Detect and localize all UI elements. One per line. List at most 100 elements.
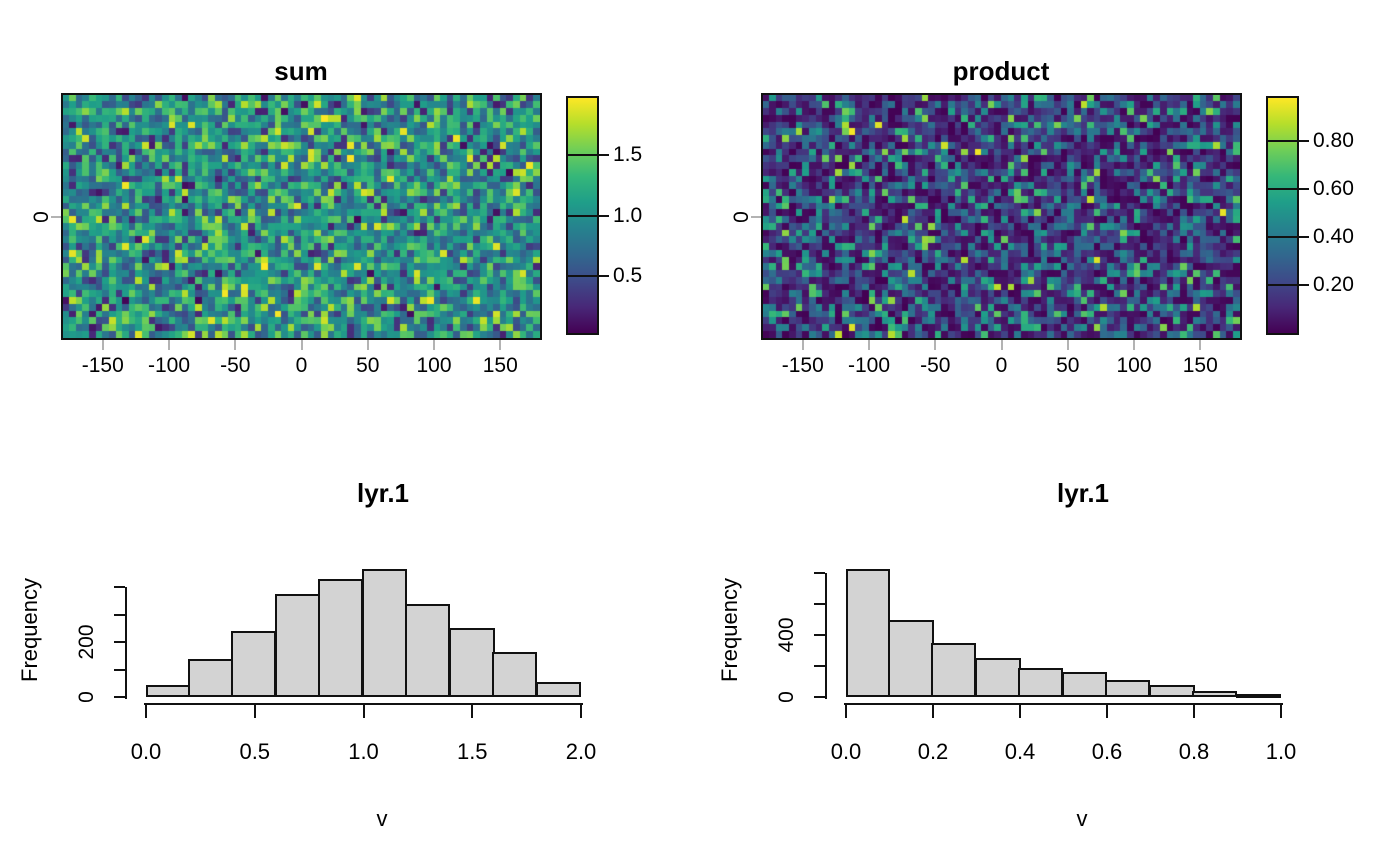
- x-axis-tick: [362, 703, 365, 718]
- y-axis-tick: [751, 215, 761, 218]
- x-tick-label: -50: [220, 354, 251, 377]
- y-axis-tick: [814, 572, 825, 574]
- x-tick-label: 0.8: [1178, 739, 1210, 764]
- colorbar-tick-mark: [597, 275, 609, 278]
- colorbar-tick-mark: [1297, 188, 1309, 191]
- raster-image-product: [761, 93, 1242, 340]
- y-axis-tick: [814, 603, 825, 605]
- y-axis-line: [825, 573, 827, 699]
- x-axis-tick: [253, 703, 256, 718]
- hist-bar: [492, 651, 537, 697]
- x-tick-label: 0: [295, 354, 308, 377]
- x-tick-label: 0: [995, 354, 1008, 377]
- hist-bar: [449, 628, 495, 697]
- y-axis-tick: [114, 696, 125, 698]
- colorbar-tick-line: [1268, 236, 1297, 239]
- x-tick-label: 50: [356, 354, 380, 377]
- x-axis-tick: [932, 703, 934, 718]
- x-axis-tick: [1280, 703, 1282, 718]
- y-tick-label: 0: [75, 691, 98, 703]
- x-axis-tick: [1000, 340, 1003, 350]
- hist-bar: [1149, 685, 1195, 697]
- hist-bar: [846, 569, 890, 697]
- x-axis-tick: [1133, 340, 1135, 350]
- y-axis-title-frequency: Frequency: [17, 578, 42, 682]
- y-tick-label: 0: [30, 210, 53, 223]
- colorbar-tick-line: [568, 275, 597, 278]
- x-axis-tick: [845, 703, 847, 718]
- x-axis-tick: [145, 703, 147, 718]
- x-axis-tick: [499, 340, 502, 350]
- x-axis-tick: [433, 340, 435, 350]
- x-axis-tick: [801, 340, 804, 350]
- x-tick-label: -100: [847, 354, 891, 377]
- colorbar-tick-label: 0.20: [1313, 273, 1354, 297]
- x-axis-tick: [1199, 340, 1202, 350]
- colorbar-legend-product: [1266, 96, 1299, 335]
- y-axis-tick: [114, 641, 125, 643]
- colorbar-tick-mark: [1297, 236, 1309, 239]
- y-tick-label: 400: [775, 617, 798, 653]
- y-axis-line: [125, 587, 127, 699]
- raster-canvas-product: [763, 95, 1240, 338]
- hist-bar: [362, 569, 407, 697]
- y-tick-label: 200: [75, 624, 98, 660]
- x-axis-tick: [471, 703, 474, 718]
- y-axis-title-frequency: Frequency: [717, 578, 742, 682]
- colorbar-tick-label: 1.5: [613, 142, 643, 166]
- colorbar-gradient: [1268, 98, 1297, 333]
- y-tick-label: 0: [775, 691, 798, 703]
- x-axis-line: [844, 703, 1283, 705]
- y-axis-tick: [114, 586, 125, 588]
- colorbar-tick-label: 0.40: [1313, 225, 1354, 249]
- x-axis-tick: [101, 340, 104, 350]
- x-tick-label: 100: [1116, 354, 1152, 377]
- hist-bar: [975, 658, 1021, 697]
- x-tick-label: 0.0: [830, 739, 862, 764]
- colorbar-tick-mark: [597, 153, 609, 156]
- x-tick-label: 100: [416, 354, 452, 377]
- y-axis-tick: [114, 668, 125, 671]
- colorbar-tick-mark: [597, 214, 609, 217]
- hist-bar: [1018, 667, 1063, 697]
- plot-title-product: product: [952, 56, 1050, 86]
- hist-bar: [275, 593, 321, 697]
- hist-title-sum: lyr.1: [356, 478, 410, 508]
- x-axis-tick: [1193, 703, 1195, 718]
- hist-bar: [536, 681, 581, 697]
- hist-bar: [931, 642, 976, 697]
- hist-bar: [888, 620, 934, 697]
- x-tick-label: 0.4: [1004, 739, 1036, 764]
- x-tick-label: 1.5: [456, 739, 488, 764]
- y-axis-tick: [814, 634, 825, 636]
- x-tick-label: 2.0: [565, 739, 597, 764]
- hist-bar: [1105, 679, 1150, 697]
- hist-bar: [188, 658, 234, 697]
- hist-bar: [405, 603, 450, 697]
- y-tick-label: 0: [730, 210, 753, 223]
- hist-title-product: lyr.1: [1056, 478, 1110, 508]
- x-axis-tick: [168, 340, 170, 350]
- x-axis-tick: [300, 340, 303, 350]
- x-axis-tick: [1066, 340, 1069, 350]
- x-axis-tick: [1106, 703, 1108, 718]
- x-tick-label: -150: [81, 354, 124, 377]
- x-tick-label: 150: [482, 354, 518, 377]
- y-axis-tick: [114, 613, 125, 616]
- x-tick-label: 150: [1182, 354, 1218, 377]
- x-tick-label: 0.5: [239, 739, 271, 764]
- colorbar-tick-mark: [1297, 140, 1309, 143]
- x-tick-label: 0.2: [917, 739, 949, 764]
- x-tick-label: -50: [920, 354, 951, 377]
- hist-bar: [146, 684, 190, 697]
- colorbar-legend-sum: [566, 96, 599, 335]
- colorbar-tick-label: 1.0: [613, 203, 643, 227]
- x-axis-tick: [234, 340, 237, 350]
- y-axis-tick: [51, 215, 61, 218]
- y-axis-tick: [814, 665, 825, 667]
- x-tick-label: 1.0: [1265, 739, 1297, 764]
- x-tick-label: 1.0: [348, 739, 379, 764]
- x-axis-title-v: v: [1076, 806, 1088, 831]
- colorbar-tick-mark: [1297, 284, 1309, 287]
